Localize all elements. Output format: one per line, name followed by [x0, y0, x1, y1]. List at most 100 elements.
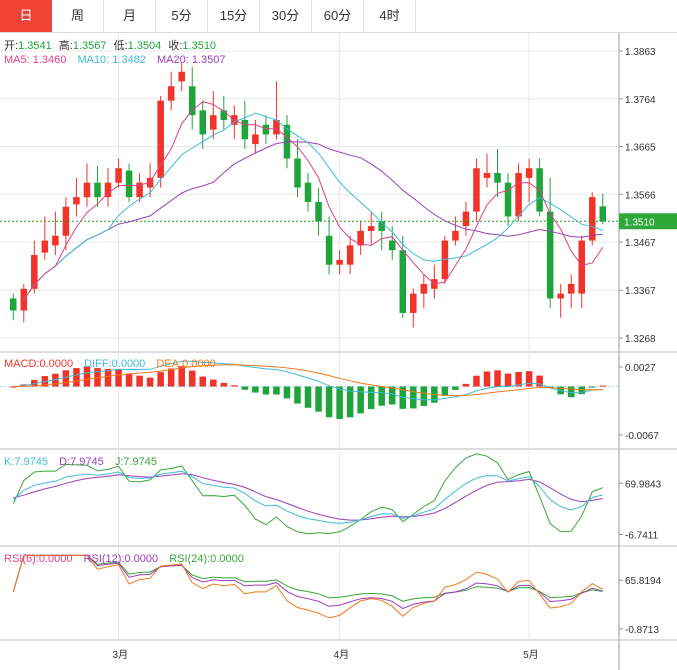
- rsi24-value: RSI(24):0.0000: [169, 553, 244, 565]
- candle-body: [336, 259, 343, 265]
- macd-bar: [94, 368, 101, 387]
- macd-bar: [378, 386, 385, 406]
- candle-body: [294, 158, 301, 188]
- macd-bar: [188, 370, 196, 387]
- x-axis-labels: 3月 4月 5月: [113, 649, 539, 661]
- ohlc-readout: 开:1.3541 高:1.3567 低:1.3504 收:1.3510: [4, 38, 216, 52]
- macd-bar: [420, 386, 428, 406]
- candle-body: [546, 211, 554, 299]
- candle-body: [410, 293, 417, 313]
- candle-body: [210, 115, 217, 130]
- kdj-d-value: D:7.9745: [59, 456, 104, 468]
- candle-body: [378, 221, 385, 231]
- tab-5min[interactable]: 5分: [156, 0, 208, 32]
- candle-body: [220, 110, 228, 120]
- macd-bar: [599, 385, 607, 387]
- low-value: 1.3504: [128, 40, 162, 52]
- macd-bar: [504, 373, 512, 387]
- indicator-lines: 1.3510: [0, 101, 677, 619]
- y-axis-labels: 1.3863 1.3764 1.3665 1.3566 1.3467 1.3367 1.32…: [619, 47, 662, 636]
- last-price-label: 1.3510: [624, 217, 655, 228]
- candle-body: [473, 168, 480, 212]
- candle-body: [494, 173, 501, 183]
- candle-body: [94, 182, 101, 198]
- diff-line: [13, 360, 603, 401]
- candle-body: [252, 134, 259, 145]
- macd-bar: [304, 386, 312, 408]
- candle-body: [504, 182, 512, 217]
- macd-bar: [115, 369, 122, 387]
- ma5-line: [23, 101, 604, 300]
- macd-bar: [462, 383, 470, 387]
- price-tick-label: 1.3665: [625, 143, 656, 154]
- timeframe-tab-bar: 日 周 月 5分 15分 30分 60分 4时: [0, 0, 677, 33]
- rsi12-line: [12, 554, 603, 610]
- candle-body: [304, 182, 312, 202]
- high-label: 高:: [59, 38, 73, 52]
- candle-body: [578, 240, 585, 294]
- candle-body: [52, 235, 59, 246]
- candle-body: [557, 293, 564, 299]
- macd-bar: [167, 368, 175, 387]
- rsi-readout: RSI(6):0.0000 RSI(12):0.0000 RSI(24):0.0…: [4, 553, 244, 565]
- open-label: 开:: [4, 40, 18, 52]
- tab-15min[interactable]: 15分: [208, 0, 260, 32]
- tab-day[interactable]: 日: [0, 0, 52, 32]
- ma20-value: MA20: 1.3507: [157, 54, 226, 66]
- macd-bar: [578, 386, 585, 395]
- macd-readout: MACD:0.0000 DIFF:0.0000 DEA:0.0000: [4, 358, 216, 370]
- tab-month[interactable]: 月: [104, 0, 156, 32]
- macd-bar: [515, 371, 522, 387]
- kdj-j-line: [12, 453, 603, 535]
- macd-bar: [73, 368, 80, 387]
- tab-60min[interactable]: 60分: [312, 0, 364, 32]
- macd-bar: [546, 386, 554, 388]
- candle-body: [241, 119, 249, 140]
- candle-body: [10, 298, 17, 311]
- macd-histogram: [0, 360, 619, 420]
- time-tick-label: 4月: [334, 649, 350, 661]
- close-value: 1.3510: [182, 40, 216, 52]
- open-value: 1.3541: [18, 40, 52, 52]
- candle-body: [525, 168, 533, 178]
- tab-30min[interactable]: 30分: [260, 0, 312, 32]
- candle-body: [462, 211, 470, 227]
- macd-bar: [441, 386, 449, 396]
- rsi-tick-label: 65.8194: [625, 576, 662, 587]
- rsi6-line: [12, 554, 604, 619]
- macd-bar: [473, 375, 480, 387]
- rsi-tick-label: -0.8713: [625, 625, 659, 636]
- macd-bar: [494, 370, 501, 387]
- candle-body: [125, 170, 133, 198]
- tab-week[interactable]: 周: [52, 0, 104, 32]
- ma10-value: MA10: 1.3482: [77, 54, 146, 66]
- macd-bar: [336, 386, 343, 420]
- macd-bar: [62, 370, 70, 387]
- macd-bar: [567, 386, 575, 398]
- candle-body: [73, 197, 80, 205]
- candle-body: [420, 283, 428, 294]
- candle-body: [273, 119, 280, 135]
- kdj-d-line: [13, 473, 603, 521]
- tab-4hour[interactable]: 4时: [364, 0, 416, 32]
- macd-value: MACD:0.0000: [4, 358, 73, 370]
- macd-bar: [588, 386, 596, 388]
- price-tick-label: 1.3268: [625, 334, 656, 345]
- candle-body: [199, 110, 207, 135]
- candle-body: [567, 283, 575, 294]
- candle-body: [483, 173, 491, 178]
- macd-bar: [10, 386, 17, 388]
- macd-bar: [146, 377, 154, 387]
- macd-tick-label: -0.0067: [625, 431, 659, 442]
- macd-bar: [536, 375, 543, 387]
- ma20-line: [33, 141, 603, 286]
- candle-body: [388, 240, 396, 251]
- chart-area[interactable]: 1.3510 开:1.3541 高:1.3567 低:1.3504 收:1.35…: [0, 33, 677, 670]
- candle-body: [104, 182, 112, 198]
- price-tick-label: 1.3467: [625, 238, 656, 249]
- macd-bar: [178, 366, 185, 387]
- candle-body: [83, 182, 91, 198]
- macd-bar: [483, 371, 491, 387]
- macd-bar: [220, 382, 228, 387]
- macd-bar: [325, 386, 333, 418]
